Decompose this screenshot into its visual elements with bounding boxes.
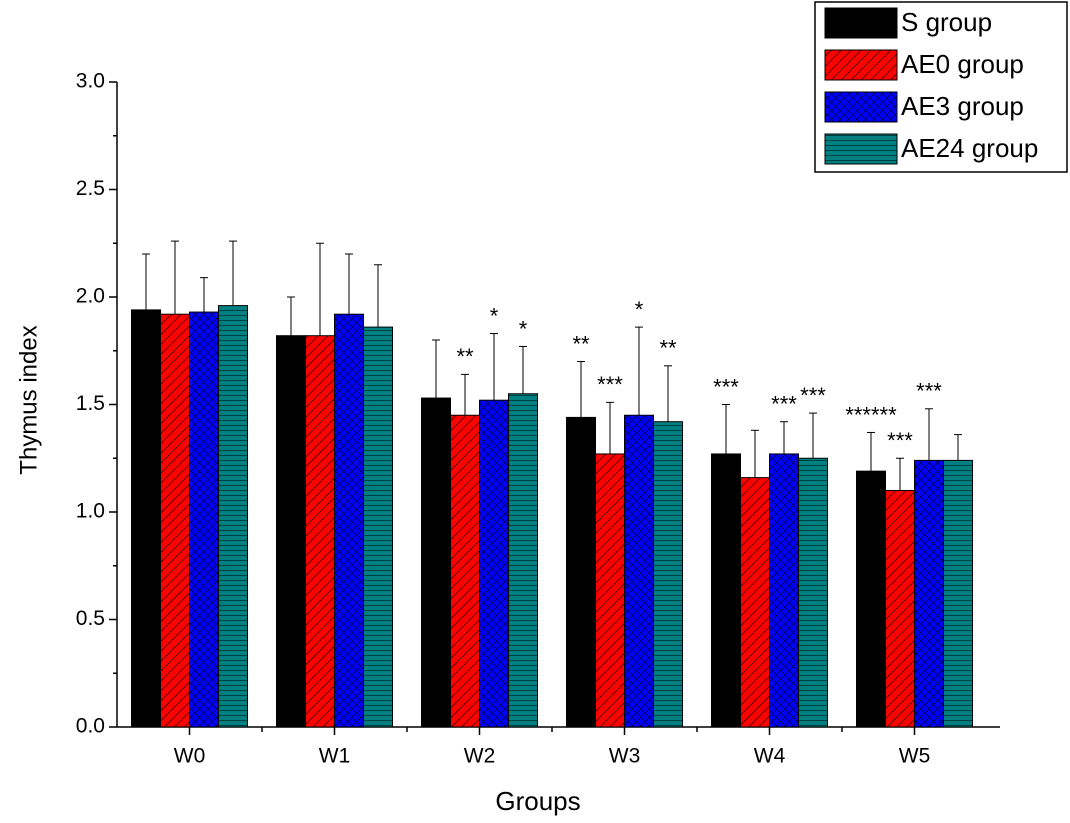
bar: [363, 326, 393, 728]
bar: [305, 335, 335, 728]
significance-mark: **: [659, 336, 677, 361]
y-tick-label: 3.0: [76, 70, 105, 93]
significance-mark: ***: [916, 379, 942, 404]
legend-swatch: [824, 91, 898, 123]
significance-mark: *: [519, 316, 528, 341]
y-tick-label: 1.0: [76, 500, 105, 523]
significance-mark: ***: [597, 372, 623, 397]
bar: [798, 457, 828, 728]
legend: S group AE0 group AE3 group AE24 group: [814, 1, 1068, 173]
x-tick-label: W0: [174, 745, 206, 768]
bar: [740, 477, 770, 728]
bar: [508, 393, 538, 728]
y-tick-label: 2.0: [76, 285, 105, 308]
y-tick-label: 0.0: [76, 715, 105, 738]
bar: [421, 397, 451, 728]
bar: [189, 311, 219, 728]
x-tick-label: W1: [319, 745, 351, 768]
bar: [856, 470, 886, 728]
bar: [711, 453, 741, 728]
legend-label: AE0 group: [901, 49, 1024, 79]
significance-mark: ***: [771, 392, 797, 417]
y-tick-label: 2.5: [76, 177, 105, 200]
significance-mark: **: [456, 344, 474, 369]
bar: [595, 453, 625, 728]
significance-mark: **: [572, 331, 590, 356]
legend-swatch: [824, 7, 898, 39]
bar: [276, 335, 306, 728]
bar: [218, 305, 248, 728]
bar: [653, 421, 683, 728]
y-tick-label: 1.5: [76, 392, 105, 415]
bar: [566, 416, 596, 728]
significance-mark: *: [635, 297, 644, 322]
significance-mark: *: [490, 303, 499, 328]
significance-mark: ***: [713, 374, 739, 399]
bar: [160, 313, 190, 728]
legend-swatch: [824, 49, 898, 81]
x-tick-label: W3: [609, 745, 641, 768]
significance-mark: ***: [800, 383, 826, 408]
y-axis-label: Thymus index: [15, 325, 42, 474]
y-tick-label: 0.5: [76, 607, 105, 630]
legend-label: AE3 group: [901, 91, 1024, 121]
x-tick-label: W4: [754, 745, 786, 768]
bar: [450, 414, 480, 728]
bar: [624, 414, 654, 728]
bar: [769, 453, 799, 728]
legend-swatch: [824, 133, 898, 165]
significance-mark: ******: [845, 402, 897, 427]
bar: [334, 313, 364, 728]
bar: [479, 399, 509, 728]
bar: [914, 459, 944, 728]
legend-label: S group: [901, 7, 992, 37]
legend-label: AE24 group: [901, 133, 1038, 163]
bar: [943, 459, 973, 728]
x-axis-label: Groups: [495, 786, 580, 816]
bar: [131, 309, 161, 728]
x-tick-label: W5: [899, 745, 931, 768]
bar: [885, 490, 915, 728]
significance-mark: ***: [887, 428, 913, 453]
x-tick-label: W2: [464, 745, 496, 768]
